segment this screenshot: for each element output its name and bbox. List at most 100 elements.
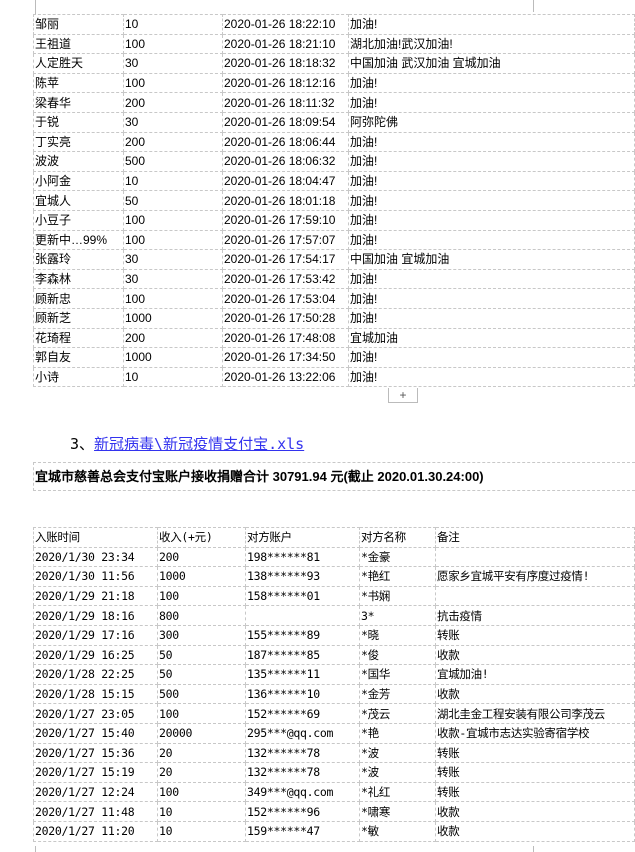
table-cell[interactable]: 200 bbox=[157, 546, 246, 568]
table-cell[interactable]: 梁春华 bbox=[33, 92, 124, 113]
table-cell[interactable]: 2020/1/29 21:18 bbox=[33, 585, 158, 607]
table-cell[interactable]: 100 bbox=[123, 72, 223, 94]
table-cell[interactable]: 100 bbox=[123, 33, 223, 55]
table-cell[interactable]: 10 bbox=[157, 801, 246, 822]
table-cell[interactable]: *晓 bbox=[359, 624, 436, 646]
column-header[interactable]: 备注 bbox=[435, 527, 635, 548]
add-row-button[interactable]: + bbox=[388, 388, 418, 403]
table-cell[interactable] bbox=[435, 585, 635, 607]
table-cell[interactable]: 2020/1/29 17:16 bbox=[33, 624, 158, 646]
table-cell[interactable]: 小诗 bbox=[33, 366, 124, 388]
table-cell[interactable]: 加油! bbox=[348, 347, 635, 368]
table-cell[interactable]: 100 bbox=[157, 703, 246, 724]
table-cell[interactable]: 30 bbox=[123, 53, 223, 74]
table-cell[interactable]: 1000 bbox=[157, 566, 246, 587]
table-cell[interactable]: 2020-01-26 18:22:10 bbox=[222, 14, 349, 35]
table-cell[interactable]: 100 bbox=[157, 585, 246, 607]
table-cell[interactable]: 2020-01-26 17:53:42 bbox=[222, 268, 349, 290]
table-cell[interactable]: 顾新芝 bbox=[33, 307, 124, 329]
table-cell[interactable]: 花琦程 bbox=[33, 327, 124, 349]
table-cell[interactable]: *啸寒 bbox=[359, 801, 436, 822]
table-cell[interactable]: 加油! bbox=[348, 92, 635, 113]
table-cell[interactable]: 转账 bbox=[435, 762, 635, 783]
table-cell[interactable]: 宜城人 bbox=[33, 190, 124, 211]
table-cell[interactable]: 200 bbox=[123, 327, 223, 349]
table-cell[interactable]: 20 bbox=[157, 742, 246, 764]
table-cell[interactable]: 2020/1/27 12:24 bbox=[33, 781, 158, 803]
table-cell[interactable]: 349***@qq.com bbox=[245, 781, 360, 803]
table-cell[interactable]: 郭自友 bbox=[33, 347, 124, 368]
table-cell[interactable]: 加油! bbox=[348, 72, 635, 94]
table-cell[interactable]: 转账 bbox=[435, 781, 635, 803]
table-cell[interactable]: 李森林 bbox=[33, 268, 124, 290]
table-cell[interactable]: 人定胜天 bbox=[33, 53, 124, 74]
table-cell[interactable]: 136******10 bbox=[245, 683, 360, 705]
table-cell[interactable]: *艳 bbox=[359, 722, 436, 744]
table-cell[interactable]: 2020-01-26 17:57:07 bbox=[222, 229, 349, 251]
table-cell[interactable]: 100 bbox=[123, 209, 223, 231]
table-cell[interactable]: 顾新忠 bbox=[33, 288, 124, 309]
table-cell[interactable]: 2020/1/27 23:05 bbox=[33, 703, 158, 724]
table-cell[interactable]: 2020-01-26 17:54:17 bbox=[222, 249, 349, 270]
table-cell[interactable]: 1000 bbox=[123, 307, 223, 329]
table-cell[interactable]: 加油! bbox=[348, 307, 635, 329]
table-cell[interactable]: 陈苹 bbox=[33, 72, 124, 94]
table-cell[interactable]: 宜城加油 bbox=[348, 327, 635, 349]
table-cell[interactable]: 加油! bbox=[348, 288, 635, 309]
table-cell[interactable]: 转账 bbox=[435, 742, 635, 764]
table-cell[interactable]: 加油! bbox=[348, 209, 635, 231]
table-cell[interactable]: 500 bbox=[123, 151, 223, 172]
table-cell[interactable]: 198******81 bbox=[245, 546, 360, 568]
table-cell[interactable]: 2020/1/27 11:20 bbox=[33, 820, 158, 842]
table-cell[interactable]: 转账 bbox=[435, 624, 635, 646]
table-cell[interactable]: 邹丽 bbox=[33, 14, 124, 35]
table-cell[interactable]: 135******11 bbox=[245, 664, 360, 685]
table-cell[interactable]: 2020/1/29 18:16 bbox=[33, 605, 158, 626]
table-cell[interactable] bbox=[245, 605, 360, 626]
table-cell[interactable]: 加油! bbox=[348, 131, 635, 153]
table-cell[interactable]: *礼红 bbox=[359, 781, 436, 803]
table-cell[interactable]: 加油! bbox=[348, 229, 635, 251]
table-cell[interactable]: 2020/1/28 15:15 bbox=[33, 683, 158, 705]
table-cell[interactable]: 138******93 bbox=[245, 566, 360, 587]
table-cell[interactable]: 2020/1/30 23:34 bbox=[33, 546, 158, 568]
table-cell[interactable]: 2020-01-26 18:09:54 bbox=[222, 111, 349, 133]
table-cell[interactable]: *金芳 bbox=[359, 683, 436, 705]
table-cell[interactable]: 152******96 bbox=[245, 801, 360, 822]
table-cell[interactable]: 100 bbox=[123, 288, 223, 309]
table-cell[interactable]: 收款 bbox=[435, 683, 635, 705]
table-cell[interactable]: 2020/1/27 11:48 bbox=[33, 801, 158, 822]
table-cell[interactable]: 1000 bbox=[123, 347, 223, 368]
table-cell[interactable]: 2020-01-26 18:11:32 bbox=[222, 92, 349, 113]
table-cell[interactable]: 200 bbox=[123, 92, 223, 113]
file-link[interactable]: 新冠病毒\新冠疫情支付宝.xls bbox=[94, 435, 305, 453]
table-cell[interactable]: 50 bbox=[157, 664, 246, 685]
table-cell[interactable]: *艳红 bbox=[359, 566, 436, 587]
table-cell[interactable]: 王祖道 bbox=[33, 33, 124, 55]
table-cell[interactable]: 20 bbox=[157, 762, 246, 783]
table-cell[interactable]: 2020-01-26 18:06:44 bbox=[222, 131, 349, 153]
table-cell[interactable]: *敏 bbox=[359, 820, 436, 842]
table-cell[interactable]: 收款 bbox=[435, 820, 635, 842]
table-cell[interactable]: 2020-01-26 18:21:10 bbox=[222, 33, 349, 55]
table-cell[interactable]: 加油! bbox=[348, 151, 635, 172]
table-cell[interactable]: 500 bbox=[157, 683, 246, 705]
column-header[interactable]: 收入(+元) bbox=[157, 527, 246, 548]
table-cell[interactable]: 2020/1/27 15:36 bbox=[33, 742, 158, 764]
table-cell[interactable]: 加油! bbox=[348, 170, 635, 192]
table-cell[interactable]: 2020/1/27 15:19 bbox=[33, 762, 158, 783]
table-cell[interactable]: 抗击疫情 bbox=[435, 605, 635, 626]
table-cell[interactable]: 2020/1/30 11:56 bbox=[33, 566, 158, 587]
table-cell[interactable]: 2020-01-26 17:50:28 bbox=[222, 307, 349, 329]
table-cell[interactable]: 收款 bbox=[435, 644, 635, 666]
table-cell[interactable]: 30 bbox=[123, 249, 223, 270]
table-cell[interactable]: 加油! bbox=[348, 14, 635, 35]
table-cell[interactable]: 2020-01-26 17:53:04 bbox=[222, 288, 349, 309]
table-cell[interactable]: 小豆子 bbox=[33, 209, 124, 231]
table-cell[interactable]: 加油! bbox=[348, 366, 635, 388]
table-cell[interactable]: 132******78 bbox=[245, 762, 360, 783]
table-cell[interactable]: 更新中…99% bbox=[33, 229, 124, 251]
table-cell[interactable]: 收款 bbox=[435, 801, 635, 822]
table-cell[interactable]: 2020-01-26 13:22:06 bbox=[222, 366, 349, 388]
table-cell[interactable]: 159******47 bbox=[245, 820, 360, 842]
